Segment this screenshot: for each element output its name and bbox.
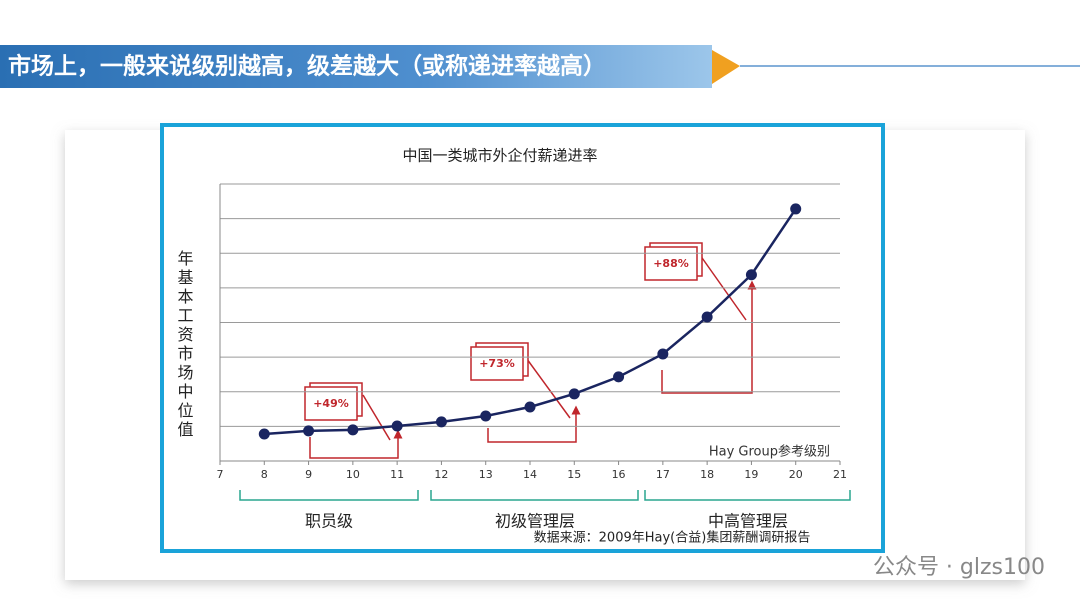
x-tick-label: 21	[833, 468, 847, 481]
data-point	[258, 428, 270, 440]
data-point	[613, 371, 625, 383]
data-point	[524, 401, 536, 413]
header-title: 市场上，一般来说级别越高，级差越大（或称递进率越高）	[8, 53, 606, 80]
chart-frame	[160, 123, 885, 553]
x-tick-label: 19	[744, 468, 758, 481]
data-point	[745, 269, 757, 281]
y-axis-label: 年基本工资市场中位值	[175, 250, 194, 440]
data-point	[391, 420, 403, 432]
x-tick-label: 14	[523, 468, 537, 481]
x-tick-label: 15	[567, 468, 581, 481]
x-tick-label: 12	[434, 468, 448, 481]
annotation-boxes	[304, 242, 703, 421]
data-point	[657, 348, 669, 360]
group-label: 中高管理层	[708, 512, 788, 531]
x-tick-label: 10	[346, 468, 360, 481]
x-tick-label: 16	[612, 468, 626, 481]
group-label: 初级管理层	[495, 512, 575, 531]
data-point	[435, 416, 447, 428]
x-axis-label: Hay Group参考级别	[709, 444, 830, 460]
group-label: 职员级	[305, 512, 353, 531]
x-tick-label: 13	[479, 468, 493, 481]
data-point	[480, 410, 492, 422]
watermark: 公众号 · glzs100	[873, 555, 1045, 580]
group-brackets	[239, 490, 851, 501]
data-point	[568, 388, 580, 400]
x-tick-label: 20	[789, 468, 803, 481]
annotation: +49%	[313, 397, 349, 410]
annotation: +73%	[479, 357, 515, 370]
x-tick-label: 8	[261, 468, 268, 481]
source-note: 数据来源：2009年Hay(合益)集团薪酬调研报告	[534, 530, 811, 546]
data-point	[303, 425, 315, 437]
data-point	[347, 424, 359, 436]
header-arrow	[712, 50, 740, 84]
x-tick-label: 7	[217, 468, 224, 481]
header-band	[0, 45, 712, 88]
x-tick-label: 11	[390, 468, 404, 481]
x-tick-label: 17	[656, 468, 670, 481]
x-tick-label: 9	[305, 468, 312, 481]
chart: 中国一类城市外企付薪递进率 年基本工资市场中位值 Hay Group参考级别 数…	[175, 147, 851, 546]
chart-title: 中国一类城市外企付薪递进率	[402, 147, 597, 165]
data-point	[701, 311, 713, 323]
data-point	[790, 203, 802, 215]
x-tick-label: 18	[700, 468, 714, 481]
annotation: +88%	[653, 257, 689, 270]
